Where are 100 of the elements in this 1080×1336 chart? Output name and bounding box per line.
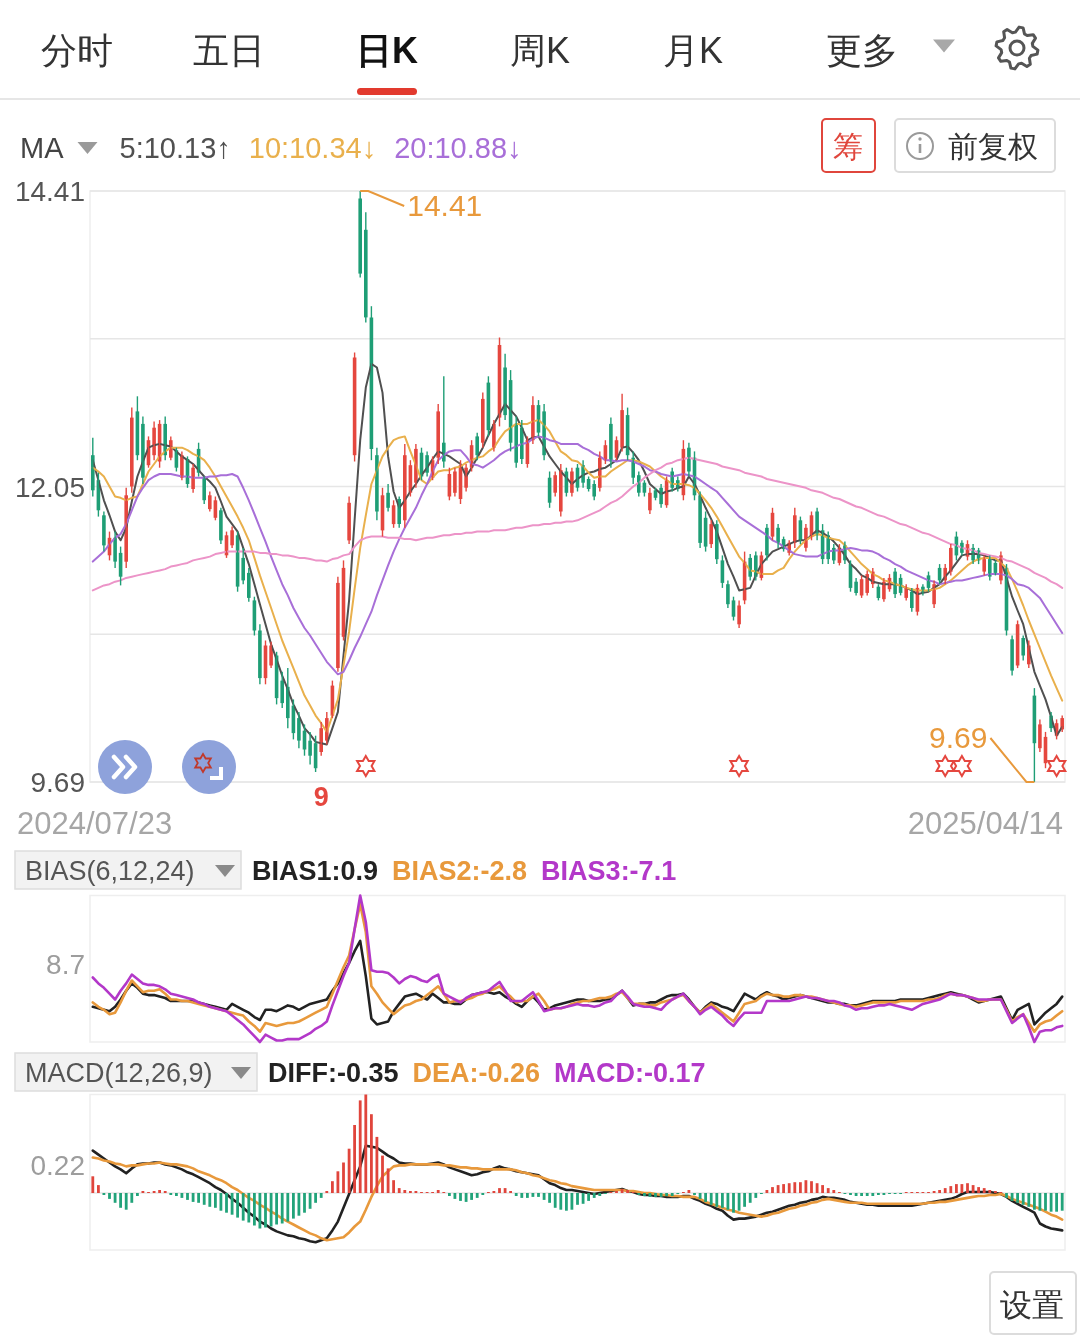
text: 日K: [356, 30, 418, 71]
bar: [1027, 1193, 1031, 1207]
bar: [136, 1193, 139, 1196]
y-tick-label: 9.69: [30, 767, 85, 798]
text: MACD:-0.17: [554, 1058, 706, 1088]
bar: [264, 1193, 267, 1228]
bar: [475, 1193, 479, 1198]
text: 8.7: [46, 949, 85, 980]
text: 2025/04/14: [907, 806, 1063, 841]
bar: [715, 1193, 719, 1207]
bar: [565, 1193, 568, 1211]
bar: [871, 1193, 875, 1196]
bar: [253, 1193, 256, 1226]
bar: [119, 1193, 122, 1208]
bar: [436, 1190, 440, 1193]
bar: [331, 1181, 334, 1193]
bar: [370, 1114, 373, 1193]
bar: [214, 1193, 217, 1208]
bar: [854, 1193, 858, 1196]
bar: [498, 1188, 501, 1193]
bar: [202, 1193, 206, 1205]
bar: [865, 1193, 869, 1196]
bar: [91, 1176, 95, 1193]
bar: [815, 1183, 819, 1193]
bar: [832, 1190, 836, 1193]
bar: [1010, 1193, 1014, 1201]
bar: [810, 1181, 813, 1193]
bar: [949, 1186, 953, 1193]
annotation: 9.69: [928, 721, 988, 754]
bar: [1033, 1193, 1036, 1210]
text: 9: [313, 782, 329, 812]
bar: [955, 1184, 958, 1193]
bar: [771, 1187, 774, 1193]
bar: [598, 1193, 602, 1196]
bar: [342, 1162, 345, 1193]
line-series: [91, 456, 1064, 592]
bar: [737, 1193, 741, 1211]
bar: [659, 1193, 663, 1197]
bar: [208, 1193, 212, 1207]
bar: [821, 1185, 824, 1193]
text: 五日: [193, 30, 265, 71]
bar: [358, 1100, 362, 1193]
bar: [386, 1168, 390, 1193]
bar: [542, 1193, 546, 1200]
line-series: [91, 435, 1064, 676]
chart-title: MA: [20, 132, 65, 164]
text: 设置: [1000, 1287, 1064, 1323]
bar: [108, 1193, 111, 1199]
bar: [537, 1193, 540, 1197]
bar: [236, 1193, 239, 1218]
text: BIAS1:0.9: [252, 856, 379, 886]
bar: [1049, 1193, 1053, 1212]
bar: [247, 1193, 251, 1223]
bar: [793, 1182, 797, 1193]
bar: [698, 1193, 702, 1199]
bar: [982, 1188, 986, 1193]
bar: [503, 1188, 507, 1193]
bar: [787, 1183, 791, 1193]
bar: [670, 1193, 674, 1196]
bar: [175, 1193, 178, 1196]
bar: [587, 1193, 590, 1201]
bar: [548, 1193, 551, 1203]
bar: [280, 1193, 284, 1224]
bar: [748, 1193, 752, 1203]
chart-title: BIAS(6,12,24): [25, 856, 195, 886]
bar: [292, 1193, 295, 1219]
text: 月K: [662, 30, 724, 71]
bar: [448, 1193, 451, 1196]
bar: [314, 1193, 317, 1203]
bar: [732, 1193, 735, 1213]
bar: [269, 1193, 273, 1227]
bar: [464, 1193, 468, 1202]
bar: [319, 1193, 323, 1198]
annotation: 14.41: [407, 189, 483, 222]
bar: [709, 1193, 713, 1205]
chart-title: MACD(12,26,9): [25, 1058, 213, 1088]
text: 10:10.34↓: [248, 132, 377, 164]
bar: [977, 1187, 980, 1193]
bar: [241, 1193, 245, 1221]
bar: [799, 1182, 802, 1193]
bar: [743, 1193, 746, 1207]
bar: [626, 1190, 629, 1193]
bar: [364, 1094, 368, 1193]
bar: [776, 1185, 780, 1193]
bar: [576, 1193, 579, 1205]
bar: [704, 1193, 707, 1202]
bar: [197, 1193, 200, 1203]
bar: [860, 1193, 863, 1196]
text: 筹: [833, 130, 863, 163]
bar: [381, 1155, 384, 1193]
bar: [353, 1125, 356, 1193]
bar: [559, 1193, 563, 1210]
bar: [130, 1193, 134, 1203]
bar: [721, 1193, 724, 1208]
bar: [286, 1193, 290, 1222]
bar: [225, 1193, 228, 1213]
bar: [470, 1193, 473, 1200]
bar: [308, 1193, 312, 1209]
bar: [581, 1193, 585, 1204]
y-tick-label: 14.41: [14, 176, 85, 207]
